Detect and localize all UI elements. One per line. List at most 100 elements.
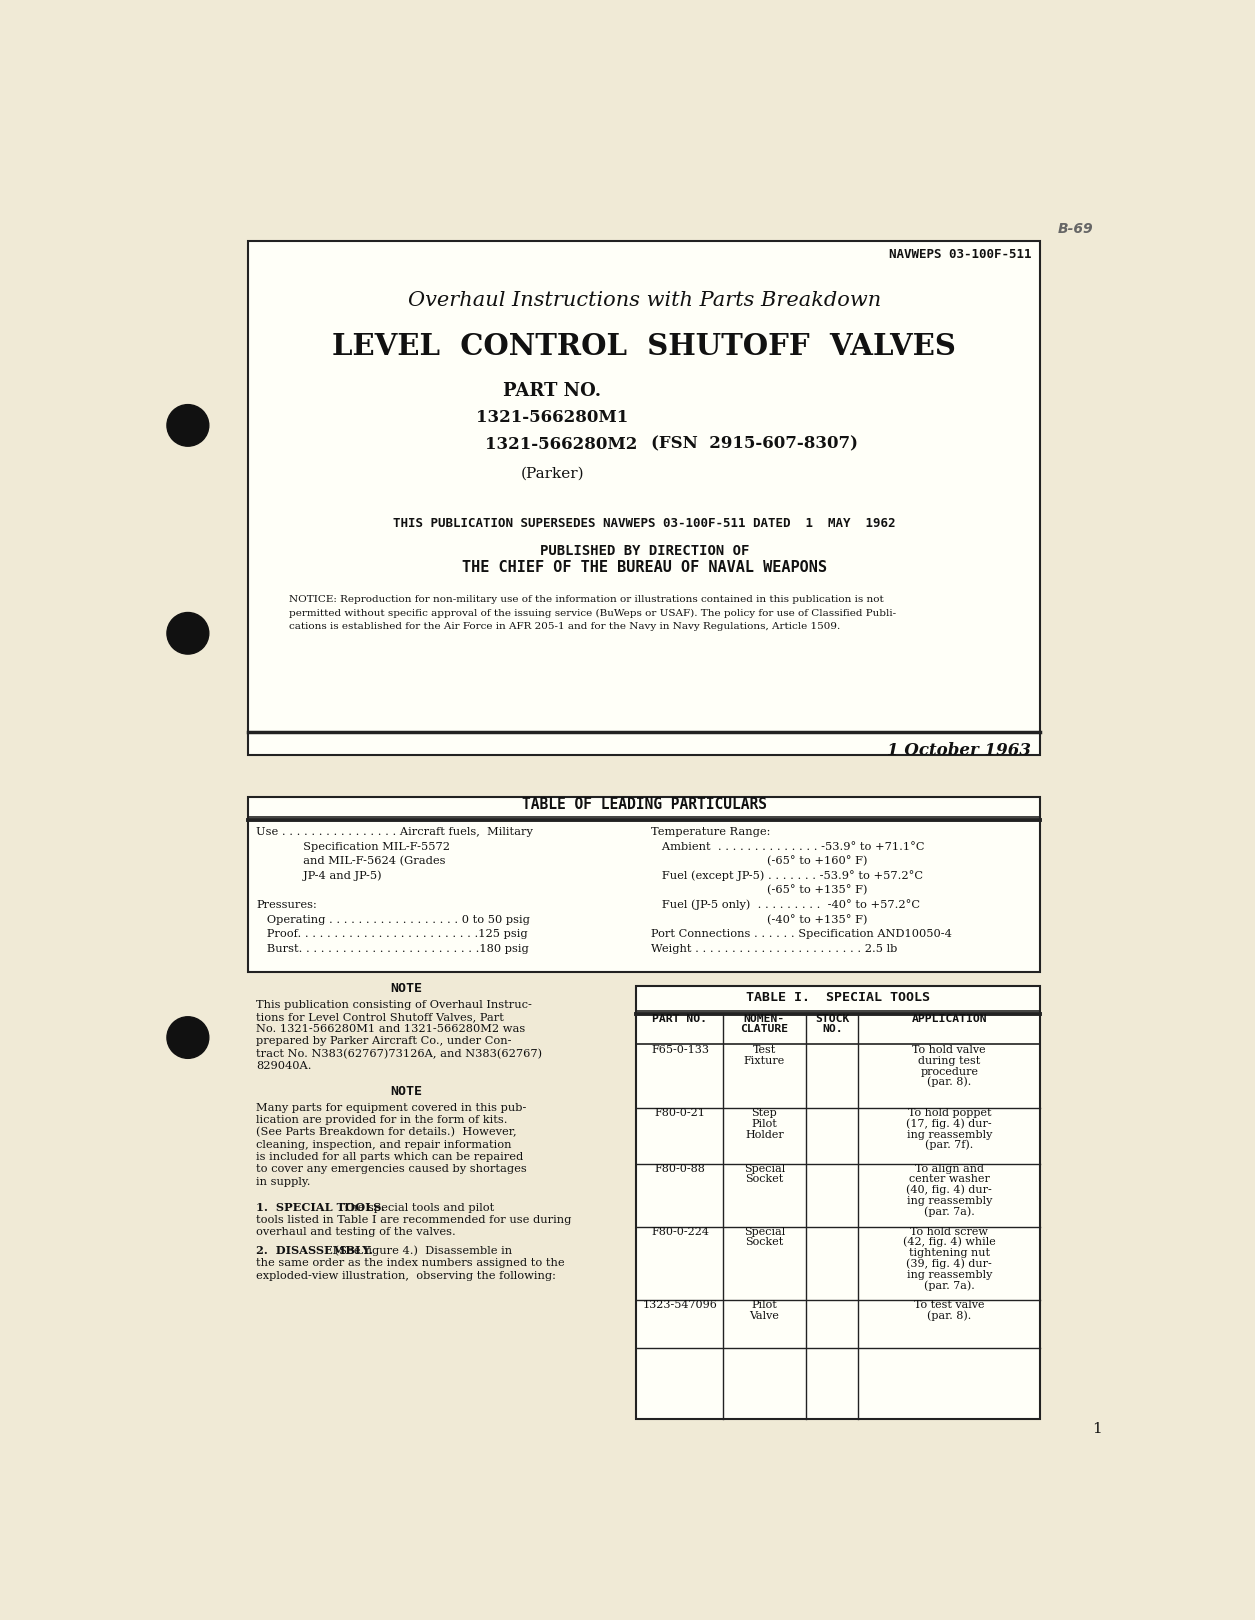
Text: Fixture: Fixture xyxy=(744,1056,786,1066)
Text: JP-4 and JP-5): JP-4 and JP-5) xyxy=(256,870,382,881)
Text: (40, fig. 4) dur-: (40, fig. 4) dur- xyxy=(906,1184,993,1196)
Text: is included for all parts which can be repaired: is included for all parts which can be r… xyxy=(256,1152,523,1162)
Text: THIS PUBLICATION SUPERSEDES NAVWEPS 03-100F-511 DATED  1  MAY  1962: THIS PUBLICATION SUPERSEDES NAVWEPS 03-1… xyxy=(393,517,896,530)
Text: permitted without specific approval of the issuing service (BuWeps or USAF). The: permitted without specific approval of t… xyxy=(289,609,896,617)
Bar xyxy=(248,797,1040,972)
Circle shape xyxy=(167,1017,208,1058)
Text: Special: Special xyxy=(744,1163,786,1173)
Text: cleaning, inspection, and repair information: cleaning, inspection, and repair informa… xyxy=(256,1139,512,1150)
Text: tools listed in Table I are recommended for use during: tools listed in Table I are recommended … xyxy=(256,1215,571,1225)
Text: Specification MIL-F-5572: Specification MIL-F-5572 xyxy=(256,842,451,852)
Text: PUBLISHED BY DIRECTION OF: PUBLISHED BY DIRECTION OF xyxy=(540,544,749,557)
Text: procedure: procedure xyxy=(920,1066,979,1077)
Text: To hold screw: To hold screw xyxy=(910,1226,988,1236)
Text: To align and: To align and xyxy=(915,1163,984,1173)
Text: Valve: Valve xyxy=(749,1311,779,1320)
Text: (-65° to +160° F): (-65° to +160° F) xyxy=(651,855,867,867)
Text: PART NO.: PART NO. xyxy=(653,1014,708,1024)
Text: NAVWEPS 03-100F-511: NAVWEPS 03-100F-511 xyxy=(889,248,1032,261)
Text: Test: Test xyxy=(753,1045,776,1055)
Text: (39, fig. 4) dur-: (39, fig. 4) dur- xyxy=(906,1259,993,1268)
Text: (42, fig. 4) while: (42, fig. 4) while xyxy=(902,1238,995,1247)
Text: the same order as the index numbers assigned to the: the same order as the index numbers assi… xyxy=(256,1259,565,1268)
Text: F80-0-224: F80-0-224 xyxy=(651,1226,709,1236)
Text: Burst. . . . . . . . . . . . . . . . . . . . . . . . .180 psig: Burst. . . . . . . . . . . . . . . . . .… xyxy=(256,944,528,954)
Text: To hold poppet: To hold poppet xyxy=(907,1108,991,1118)
Text: LEVEL  CONTROL  SHUTOFF  VALVES: LEVEL CONTROL SHUTOFF VALVES xyxy=(333,332,956,361)
Text: (par. 7a).: (par. 7a). xyxy=(924,1280,975,1291)
Text: CLATURE: CLATURE xyxy=(740,1024,788,1034)
Circle shape xyxy=(167,405,208,446)
Text: tightening nut: tightening nut xyxy=(909,1249,990,1259)
Text: prepared by Parker Aircraft Co., under Con-: prepared by Parker Aircraft Co., under C… xyxy=(256,1037,512,1047)
Text: during test: during test xyxy=(919,1056,980,1066)
Text: and MIL-F-5624 (Grades: and MIL-F-5624 (Grades xyxy=(256,855,446,867)
Circle shape xyxy=(167,612,208,654)
Text: (FSN  2915-607-8307): (FSN 2915-607-8307) xyxy=(651,436,858,452)
Text: Overhaul Instructions with Parts Breakdown: Overhaul Instructions with Parts Breakdo… xyxy=(408,292,881,309)
Text: 1321-566280M1: 1321-566280M1 xyxy=(476,410,629,426)
Text: 1 October 1963: 1 October 1963 xyxy=(887,742,1032,758)
Text: (See figure 4.)  Disassemble in: (See figure 4.) Disassemble in xyxy=(331,1246,512,1256)
Text: 1321-566280M2: 1321-566280M2 xyxy=(486,436,638,452)
Text: Socket: Socket xyxy=(745,1238,783,1247)
Text: 1.  SPECIAL TOOLS.: 1. SPECIAL TOOLS. xyxy=(256,1202,385,1213)
Text: to cover any emergencies caused by shortages: to cover any emergencies caused by short… xyxy=(256,1165,527,1174)
Text: (par. 7f).: (par. 7f). xyxy=(925,1140,974,1150)
Text: STOCK: STOCK xyxy=(814,1014,850,1024)
Text: Fuel (except JP-5) . . . . . . . -53.9° to +57.2°C: Fuel (except JP-5) . . . . . . . -53.9° … xyxy=(651,870,924,881)
Text: Pilot: Pilot xyxy=(752,1119,777,1129)
Text: TABLE I.  SPECIAL TOOLS: TABLE I. SPECIAL TOOLS xyxy=(747,991,930,1004)
Text: NOMEN-: NOMEN- xyxy=(744,1014,786,1024)
Text: Ambient  . . . . . . . . . . . . . . -53.9° to +71.1°C: Ambient . . . . . . . . . . . . . . -53.… xyxy=(651,842,925,852)
Text: Pressures:: Pressures: xyxy=(256,901,316,910)
Text: (See Parts Breakdown for details.)  However,: (See Parts Breakdown for details.) Howev… xyxy=(256,1128,517,1137)
Text: in supply.: in supply. xyxy=(256,1176,310,1186)
Text: Proof. . . . . . . . . . . . . . . . . . . . . . . . .125 psig: Proof. . . . . . . . . . . . . . . . . .… xyxy=(256,930,527,940)
Text: cations is established for the Air Force in AFR 205-1 and for the Navy in Navy R: cations is established for the Air Force… xyxy=(289,622,840,630)
Text: NOTE: NOTE xyxy=(390,1085,423,1098)
Text: overhaul and testing of the valves.: overhaul and testing of the valves. xyxy=(256,1228,456,1238)
Text: 2.  DISASSEMBLY.: 2. DISASSEMBLY. xyxy=(256,1244,373,1256)
Text: 1: 1 xyxy=(1093,1422,1102,1435)
Text: F80-0-88: F80-0-88 xyxy=(655,1163,705,1173)
Text: NOTICE: Reproduction for non-military use of the information or illustrations co: NOTICE: Reproduction for non-military us… xyxy=(289,596,884,604)
Text: TABLE OF LEADING PARTICULARS: TABLE OF LEADING PARTICULARS xyxy=(522,797,767,812)
Text: Special: Special xyxy=(744,1226,786,1236)
Text: Pilot: Pilot xyxy=(752,1299,777,1311)
Text: F80-0-21: F80-0-21 xyxy=(655,1108,705,1118)
Text: (-65° to +135° F): (-65° to +135° F) xyxy=(651,885,867,896)
Text: (par. 8).: (par. 8). xyxy=(927,1311,971,1320)
Text: To hold valve: To hold valve xyxy=(912,1045,986,1055)
Text: The special tools and pilot: The special tools and pilot xyxy=(339,1202,494,1213)
Text: center washer: center washer xyxy=(909,1174,990,1184)
Text: (17, fig. 4) dur-: (17, fig. 4) dur- xyxy=(906,1118,993,1129)
Text: (-40° to +135° F): (-40° to +135° F) xyxy=(651,914,867,925)
Text: F65-0-133: F65-0-133 xyxy=(651,1045,709,1055)
Text: Holder: Holder xyxy=(745,1129,784,1139)
Text: (Parker): (Parker) xyxy=(521,467,584,481)
Text: 829040A.: 829040A. xyxy=(256,1061,311,1071)
Bar xyxy=(248,241,1040,755)
Text: ing reassembly: ing reassembly xyxy=(906,1270,991,1280)
Text: Many parts for equipment covered in this pub-: Many parts for equipment covered in this… xyxy=(256,1103,526,1113)
Text: To test valve: To test valve xyxy=(914,1299,985,1311)
Text: exploded-view illustration,  observing the following:: exploded-view illustration, observing th… xyxy=(256,1270,556,1280)
Text: Operating . . . . . . . . . . . . . . . . . . 0 to 50 psig: Operating . . . . . . . . . . . . . . . … xyxy=(256,915,530,925)
Text: PART NO.: PART NO. xyxy=(503,382,601,400)
Text: THE CHIEF OF THE BUREAU OF NAVAL WEAPONS: THE CHIEF OF THE BUREAU OF NAVAL WEAPONS xyxy=(462,559,827,575)
Text: No. 1321-566280M1 and 1321-566280M2 was: No. 1321-566280M1 and 1321-566280M2 was xyxy=(256,1024,526,1034)
Text: ing reassembly: ing reassembly xyxy=(906,1196,991,1205)
Bar xyxy=(636,987,1040,1419)
Text: B-69: B-69 xyxy=(1058,222,1093,237)
Text: Socket: Socket xyxy=(745,1174,783,1184)
Text: tract No. N383(62767)73126A, and N383(62767): tract No. N383(62767)73126A, and N383(62… xyxy=(256,1048,542,1059)
Text: Temperature Range:: Temperature Range: xyxy=(651,828,771,838)
Text: NOTE: NOTE xyxy=(390,982,423,995)
Text: This publication consisting of Overhaul Instruc-: This publication consisting of Overhaul … xyxy=(256,1000,532,1009)
Text: Fuel (JP-5 only)  . . . . . . . . .  -40° to +57.2°C: Fuel (JP-5 only) . . . . . . . . . -40° … xyxy=(651,899,920,910)
Text: APPLICATION: APPLICATION xyxy=(911,1014,988,1024)
Text: lication are provided for in the form of kits.: lication are provided for in the form of… xyxy=(256,1115,507,1124)
Text: Step: Step xyxy=(752,1108,777,1118)
Text: (par. 7a).: (par. 7a). xyxy=(924,1205,975,1217)
